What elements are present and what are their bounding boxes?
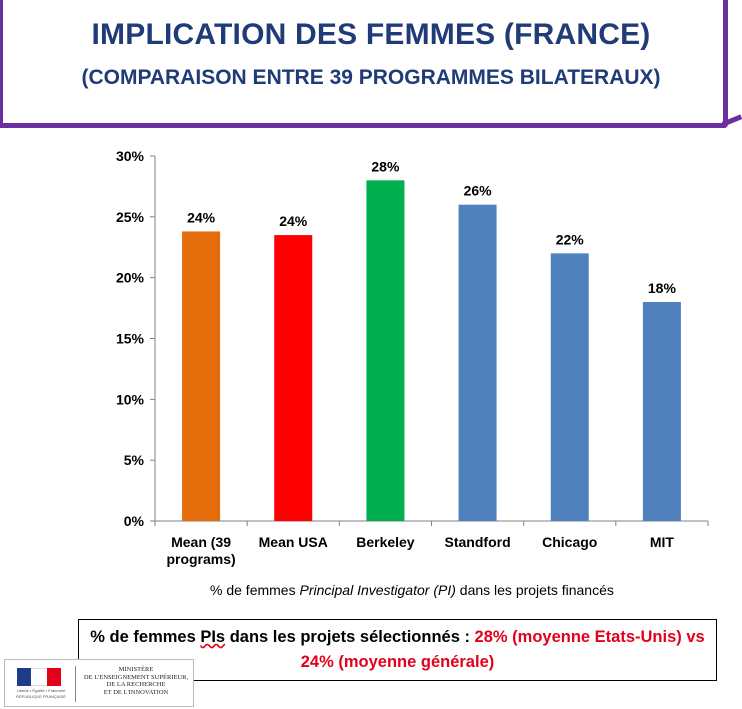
y-tick-label: 20% — [116, 270, 145, 286]
page-subtitle: (COMPARAISON ENTRE 39 PROGRAMMES BILATER… — [81, 66, 661, 89]
ministry-name: MINISTÈRE DE L'ENSEIGNEMENT SUPÉRIEUR, D… — [81, 666, 191, 696]
data-label: 26% — [464, 183, 493, 199]
french-flag-icon — [17, 668, 61, 686]
y-tick-label: 15% — [116, 331, 145, 347]
bar — [274, 235, 313, 521]
data-label: 24% — [187, 209, 216, 225]
title-frame — [0, 0, 728, 128]
x-tick-label: Mean USA — [259, 534, 328, 550]
x-tick-label: programs) — [166, 551, 235, 567]
bar — [366, 180, 405, 522]
ministry-line: DE LA RECHERCHE — [106, 681, 166, 689]
ministry-line: ET DE L'INNOVATION — [103, 688, 169, 696]
x-tick-label: Berkeley — [356, 534, 415, 550]
y-tick-label: 0% — [124, 513, 145, 529]
republic-name: RÉPUBLIQUE FRANÇAISE — [16, 694, 66, 699]
summary-box: % de femmes PIs dans les projets sélecti… — [78, 619, 717, 681]
ministry-line: DE L'ENSEIGNEMENT SUPÉRIEUR, — [83, 673, 189, 681]
logo-divider — [75, 666, 76, 702]
page-title: IMPLICATION DES FEMMES (FRANCE) — [91, 18, 651, 51]
ministry-line: MINISTÈRE — [118, 666, 154, 673]
bar — [642, 302, 681, 521]
summary-pis: PIs — [200, 628, 226, 646]
x-tick-label: Standford — [445, 534, 511, 550]
caption-italic: Principal Investigator (PI) — [299, 582, 456, 598]
data-label: 28% — [371, 158, 400, 174]
bar — [550, 253, 589, 521]
x-tick-label: Chicago — [542, 534, 597, 550]
y-tick-label: 10% — [116, 391, 145, 407]
y-tick-label: 25% — [116, 209, 145, 225]
republic-motto: Liberté • Égalité • Fraternité — [16, 688, 66, 693]
summary-highlight: 28% (moyenne Etats-Unis) vs 24% (moyenne… — [300, 628, 705, 671]
caption-suffix: dans les projets financés — [455, 582, 614, 598]
bar — [458, 204, 497, 521]
x-tick-label: Mean (39 — [171, 534, 231, 550]
bar — [182, 231, 221, 521]
x-tick-label: MIT — [650, 534, 675, 550]
chart-caption: % de femmes Principal Investigator (PI) … — [210, 582, 614, 598]
data-label: 24% — [279, 213, 308, 229]
caption-prefix: % de femmes — [210, 582, 300, 598]
summary-mid: dans les projets sélectionnés : — [225, 628, 475, 646]
data-label: 18% — [648, 280, 677, 296]
y-tick-label: 5% — [124, 452, 145, 468]
ministry-logo: Liberté • Égalité • Fraternité RÉPUBLIQU… — [4, 659, 194, 707]
y-tick-label: 30% — [116, 148, 145, 164]
summary-lead: % de femmes — [90, 628, 201, 646]
data-label: 22% — [556, 231, 585, 247]
